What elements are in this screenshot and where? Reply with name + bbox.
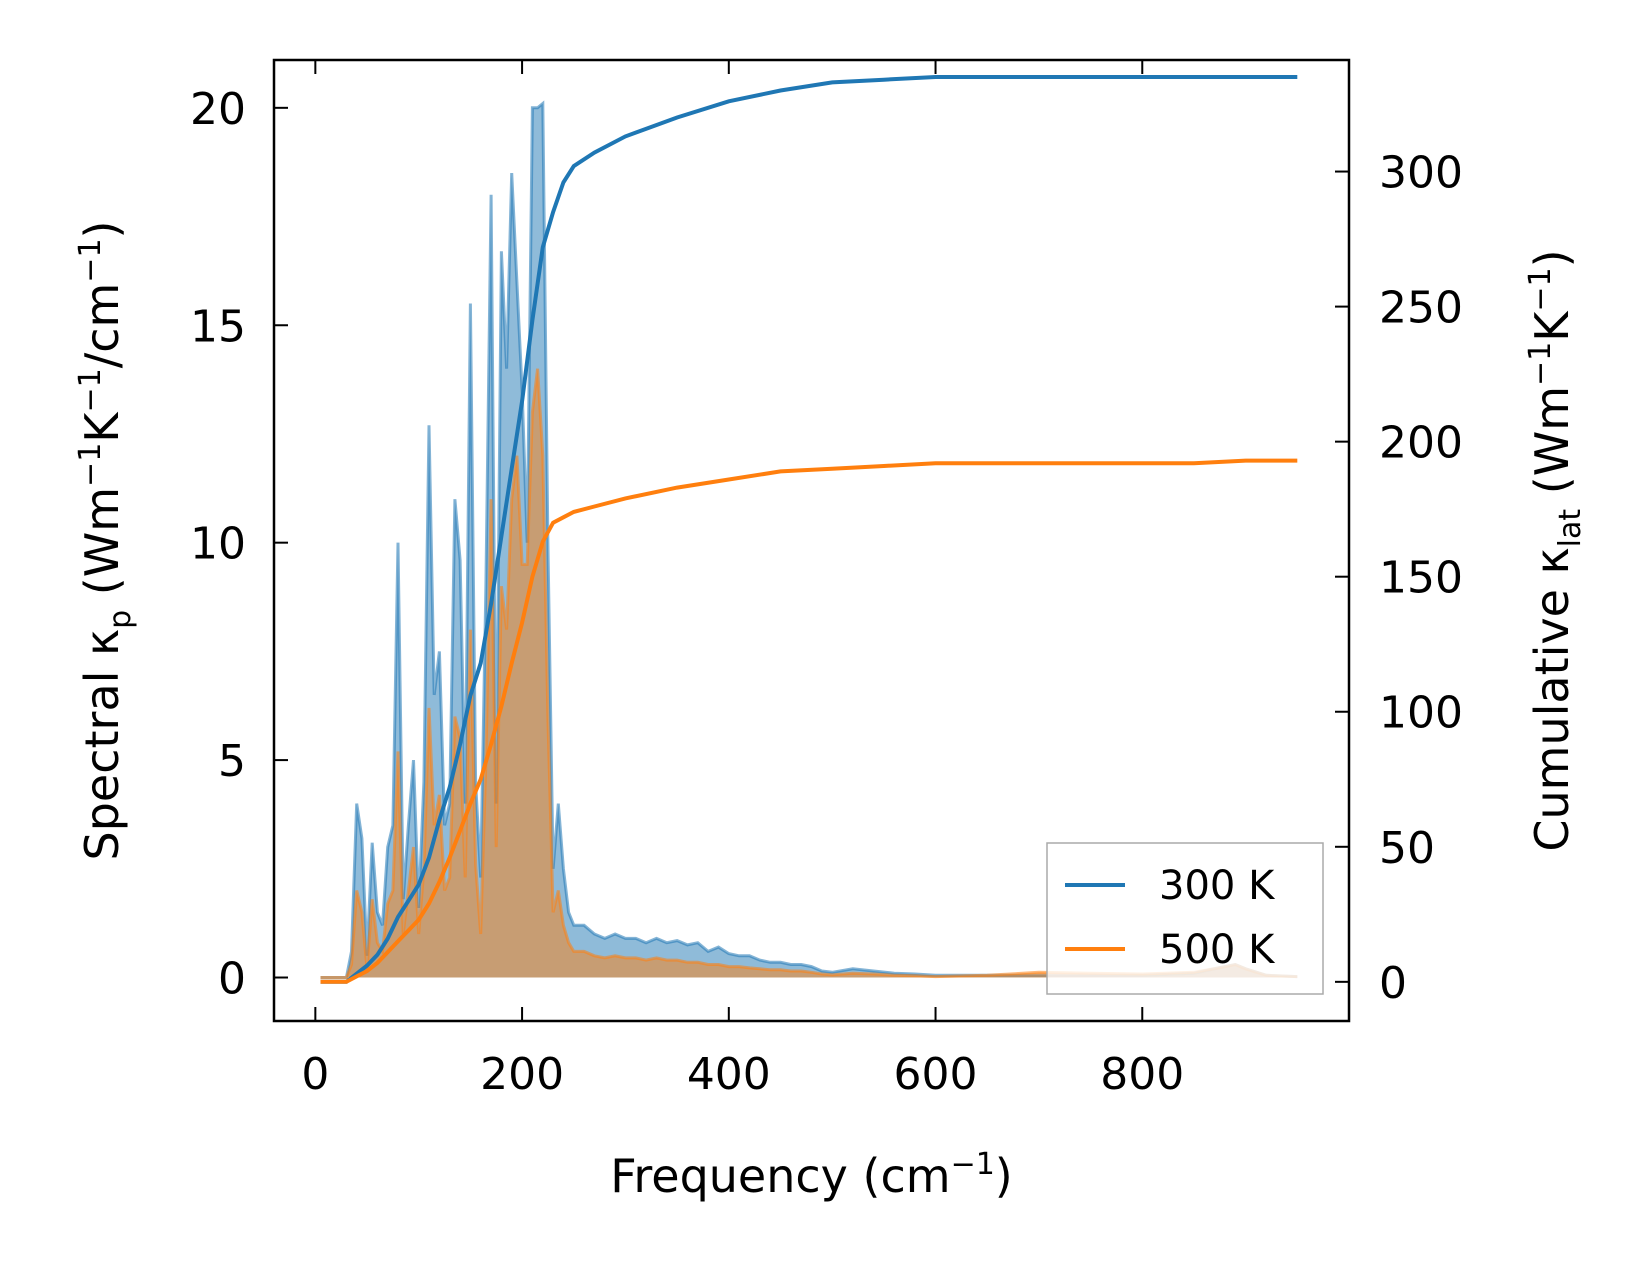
x-tick-label: 0 [301, 1049, 329, 1100]
left-y-tick-label: 10 [190, 519, 246, 570]
cumulative-line-300k [320, 75, 1298, 984]
left-y-tick-label: 15 [190, 301, 246, 352]
left-axis-label: Spectral κp (Wm−1K−1/cm−1) [73, 221, 138, 861]
right-axis-label: Cumulative κlat (Wm−1K−1) [1523, 249, 1588, 851]
left-y-tick-label: 0 [218, 954, 246, 1005]
legend-label-500k: 500 K [1159, 927, 1276, 973]
right-y-tick-label: 50 [1379, 823, 1435, 874]
right-y-tick-label: 100 [1379, 688, 1463, 739]
right-y-tick-label: 0 [1379, 958, 1407, 1009]
data-lines [320, 75, 1298, 984]
spectral-fills [320, 100, 1298, 979]
right-y-tick-label: 250 [1379, 283, 1463, 334]
x-axis-label: Frequency (cm−1) [610, 1147, 1013, 1203]
left-y-tick-label: 5 [218, 736, 246, 787]
x-tick-label: 400 [687, 1049, 771, 1100]
legend-label-300k: 300 K [1159, 863, 1276, 909]
left-y-tick-label: 20 [190, 84, 246, 135]
x-tick-label: 200 [480, 1049, 564, 1100]
x-tick-label: 600 [894, 1049, 978, 1100]
right-y-tick-label: 200 [1379, 418, 1463, 469]
legend: 300 K 500 K [1046, 842, 1324, 995]
spectral-area-500k [320, 368, 1298, 978]
spectral-line-300k [320, 100, 1298, 979]
spectral-line-500k [320, 368, 1298, 979]
plot-frame [272, 58, 1351, 1023]
cumulative-line-500k [320, 458, 1298, 984]
right-y-tick-label: 300 [1379, 148, 1463, 199]
legend-box [1046, 842, 1324, 995]
right-y-tick-label: 150 [1379, 553, 1463, 604]
x-tick-label: 800 [1100, 1049, 1184, 1100]
